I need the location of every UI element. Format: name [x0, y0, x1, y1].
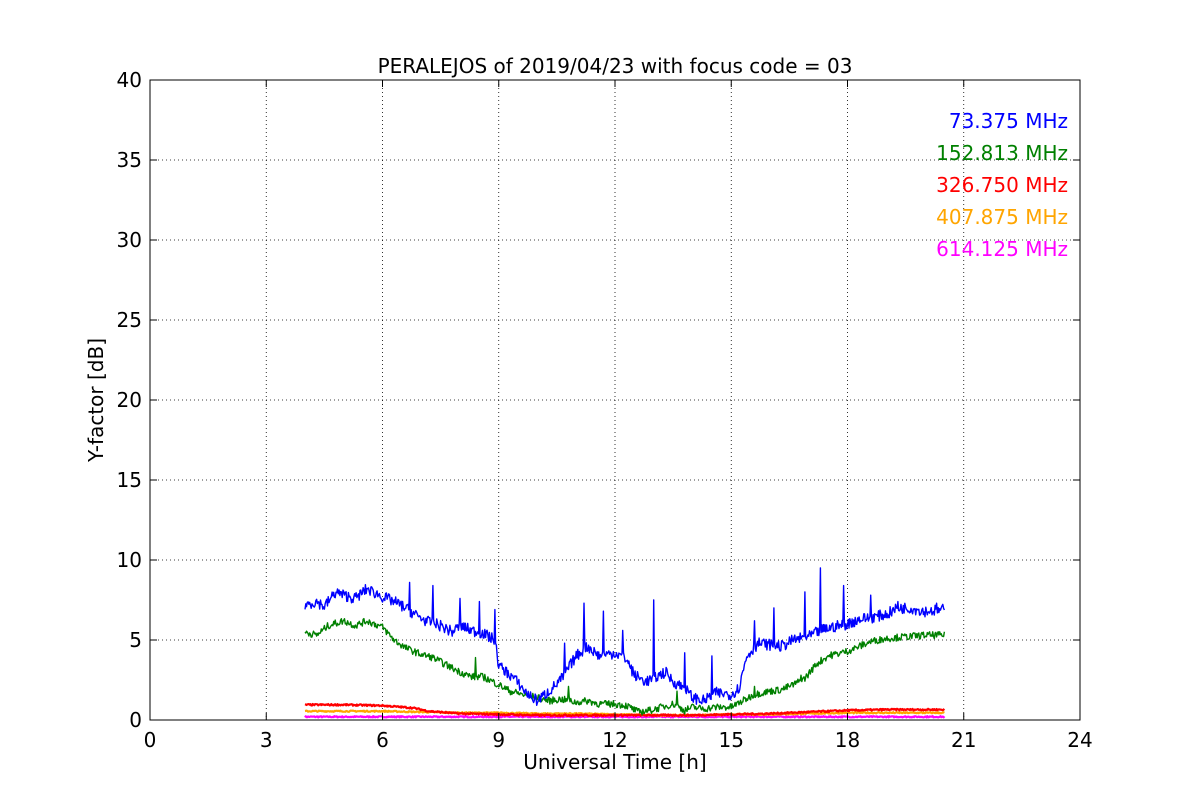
- x-axis-label: Universal Time [h]: [523, 750, 706, 774]
- y-tick-label: 25: [117, 308, 142, 332]
- x-tick-label: 0: [144, 728, 157, 752]
- legend-entry: 326.750 MHz: [936, 173, 1068, 197]
- y-tick-label: 35: [117, 148, 142, 172]
- series-line-5: [304, 715, 946, 719]
- y-tick-label: 15: [117, 468, 142, 492]
- x-tick-label: 6: [376, 728, 389, 752]
- y-tick-label: 10: [117, 548, 142, 572]
- tick-layer: 0 3 6 9 12 15 18 21 24 0 5 10 15 20 25 30 35 40: [117, 68, 1093, 752]
- y-axis-label: Y-factor [dB]: [84, 338, 108, 463]
- y-tick-label: 30: [117, 228, 142, 252]
- legend: 73.375 MHz 152.813 MHz 326.750 MHz 407.875 …: [936, 109, 1068, 261]
- x-tick-label: 18: [835, 728, 860, 752]
- chart-title: PERALEJOS of 2019/04/23 with focus code …: [378, 54, 853, 78]
- x-tick-label: 24: [1067, 728, 1092, 752]
- x-tick-label: 3: [260, 728, 273, 752]
- grid-layer: [150, 80, 1080, 720]
- x-tick-label: 9: [492, 728, 505, 752]
- y-tick-label: 0: [129, 708, 142, 732]
- legend-entry: 407.875 MHz: [936, 205, 1068, 229]
- x-tick-label: 21: [951, 728, 976, 752]
- series-layer: [304, 567, 946, 719]
- series-line-2: [304, 617, 946, 716]
- legend-entry: 614.125 MHz: [936, 237, 1068, 261]
- y-tick-label: 40: [117, 68, 142, 92]
- series-line-3: [304, 702, 946, 718]
- legend-entry: 152.813 MHz: [936, 141, 1068, 165]
- series-line-1: [304, 567, 946, 706]
- legend-entry: 73.375 MHz: [949, 109, 1068, 133]
- x-tick-label: 12: [602, 728, 627, 752]
- y-tick-label: 20: [117, 388, 142, 412]
- x-tick-label: 15: [719, 728, 744, 752]
- y-tick-label: 5: [129, 628, 142, 652]
